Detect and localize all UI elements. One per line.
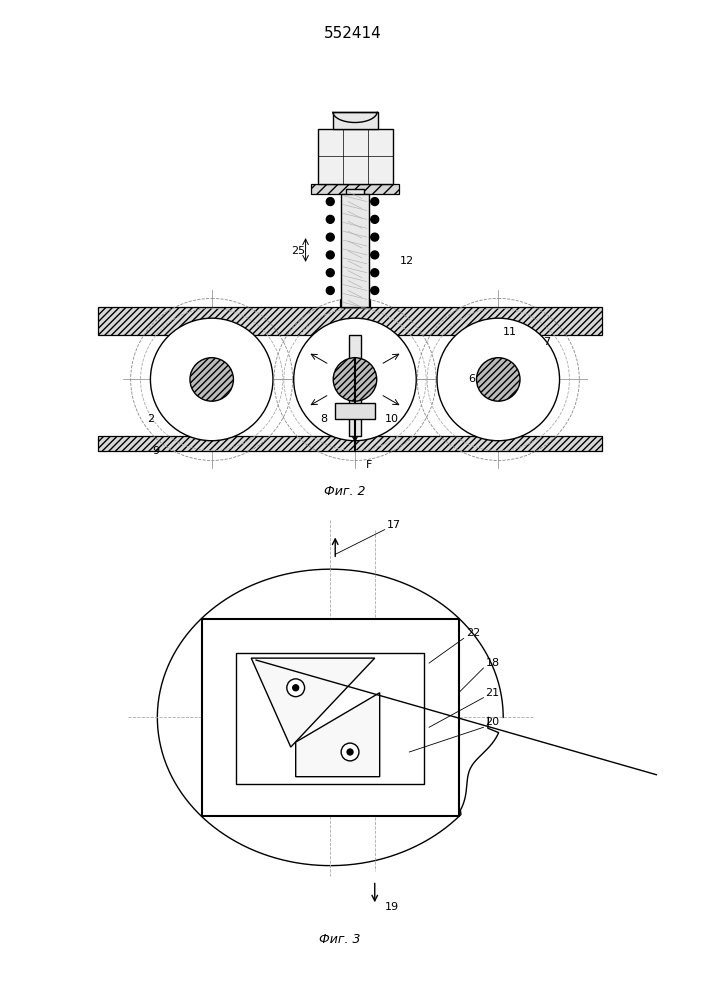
- Polygon shape: [158, 569, 503, 866]
- Bar: [349, 335, 361, 436]
- Text: 8: 8: [320, 414, 327, 424]
- Text: 552414: 552414: [324, 26, 382, 41]
- Circle shape: [437, 318, 559, 441]
- Text: 11: 11: [503, 327, 518, 337]
- Circle shape: [477, 358, 520, 401]
- Text: 7: 7: [543, 337, 550, 347]
- Bar: [346, 189, 364, 307]
- Bar: [340, 333, 370, 341]
- Polygon shape: [251, 658, 375, 747]
- Circle shape: [341, 743, 359, 761]
- Text: 10: 10: [385, 414, 399, 424]
- Bar: [335, 403, 375, 419]
- Text: 21: 21: [486, 688, 500, 698]
- Text: Фиг. 2: Фиг. 2: [325, 485, 366, 498]
- Text: 20: 20: [486, 717, 500, 727]
- Text: 2: 2: [148, 414, 155, 424]
- Text: Фиг. 3: Фиг. 3: [320, 933, 361, 946]
- Circle shape: [287, 679, 305, 697]
- Text: 18: 18: [486, 658, 500, 668]
- Circle shape: [327, 233, 334, 241]
- Circle shape: [370, 269, 379, 277]
- Text: 25: 25: [291, 246, 305, 256]
- Text: 17: 17: [387, 520, 401, 530]
- Circle shape: [370, 251, 379, 259]
- Circle shape: [327, 251, 334, 259]
- Text: 22: 22: [466, 628, 480, 638]
- Circle shape: [370, 233, 379, 241]
- Text: F: F: [366, 460, 372, 470]
- Bar: [318, 129, 392, 184]
- Circle shape: [327, 287, 334, 294]
- Text: 6: 6: [469, 374, 476, 384]
- Bar: [340, 299, 370, 307]
- Bar: [236, 653, 424, 784]
- Circle shape: [370, 198, 379, 206]
- Circle shape: [327, 198, 334, 206]
- Text: 12: 12: [399, 256, 414, 266]
- Text: 19: 19: [385, 902, 399, 912]
- Circle shape: [370, 287, 379, 294]
- Bar: [201, 619, 459, 816]
- Circle shape: [333, 358, 377, 401]
- Circle shape: [190, 358, 233, 401]
- Bar: [98, 436, 602, 451]
- Circle shape: [151, 318, 273, 441]
- Bar: [333, 112, 378, 129]
- Circle shape: [370, 215, 379, 223]
- Circle shape: [347, 749, 353, 755]
- Circle shape: [293, 318, 416, 441]
- Polygon shape: [296, 693, 380, 777]
- Circle shape: [293, 685, 298, 691]
- Circle shape: [327, 269, 334, 277]
- Circle shape: [327, 215, 334, 223]
- Bar: [341, 194, 369, 307]
- Bar: [310, 184, 399, 194]
- Text: 9: 9: [153, 446, 160, 456]
- Bar: [98, 307, 602, 335]
